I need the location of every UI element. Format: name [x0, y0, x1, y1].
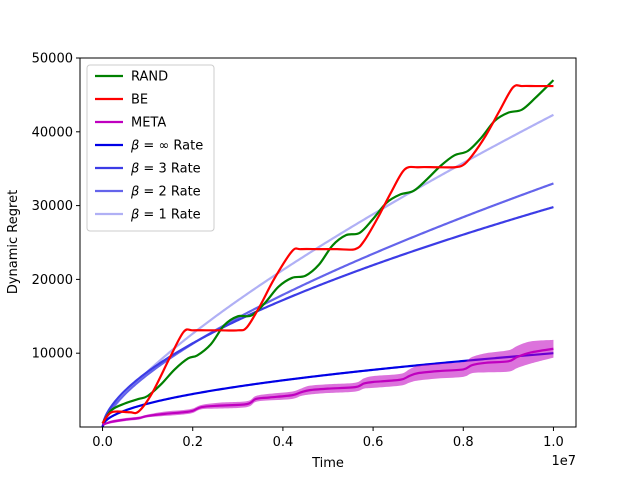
x-axis-label: Time [311, 456, 344, 471]
series-layer [101, 79, 555, 427]
plot-area [101, 79, 555, 427]
axes-layer: 0.0 0.2 0.4 0.6 0.8 1.0 10000 20000 30000 40000 50… [32, 52, 577, 450]
legend-label-beta-2-rate: β = 2 Rate [130, 185, 201, 200]
series-line-beta-1-rate [101, 113, 554, 427]
y-axis-label: Dynamic Regret [6, 190, 21, 294]
legend-box [86, 64, 215, 232]
legend: RAND BE META β = ∞ Rate β = 3 Rate β = 2 Rate… [86, 64, 215, 232]
x-tick-label: 0.8 [453, 435, 474, 450]
axes-frame [79, 57, 577, 428]
x-axis-multiplier: 1e7 [551, 454, 576, 469]
legend-label-be: BE [131, 93, 148, 108]
series-line-meta [102, 347, 554, 426]
legend-label-beta-3-rate: β = 3 Rate [130, 162, 201, 177]
x-tick-label: 0.0 [92, 435, 113, 450]
legend-label-beta-inf-rate: β = ∞ Rate [130, 139, 203, 154]
series-band-meta [102, 339, 554, 426]
series-line-beta-2-rate [101, 182, 554, 427]
series-line-beta-3-rate [101, 206, 554, 427]
x-tick-label: 0.2 [182, 435, 203, 450]
y-tick-label: 40000 [32, 125, 73, 140]
x-tick-label: 0.4 [273, 435, 294, 450]
y-tick-label: 10000 [32, 347, 73, 362]
legend-label-beta-1-rate: β = 1 Rate [130, 208, 201, 223]
x-tick-label: 1.0 [543, 435, 564, 450]
legend-label-meta: META [131, 116, 166, 131]
series-line-be [101, 84, 554, 425]
x-tick-label: 0.6 [363, 435, 384, 450]
legend-label-rand: RAND [131, 70, 168, 85]
y-tick-label: 50000 [32, 52, 73, 67]
y-tick-label: 20000 [32, 273, 73, 288]
y-tick-label: 30000 [32, 199, 73, 214]
series-line-rand [101, 79, 555, 424]
